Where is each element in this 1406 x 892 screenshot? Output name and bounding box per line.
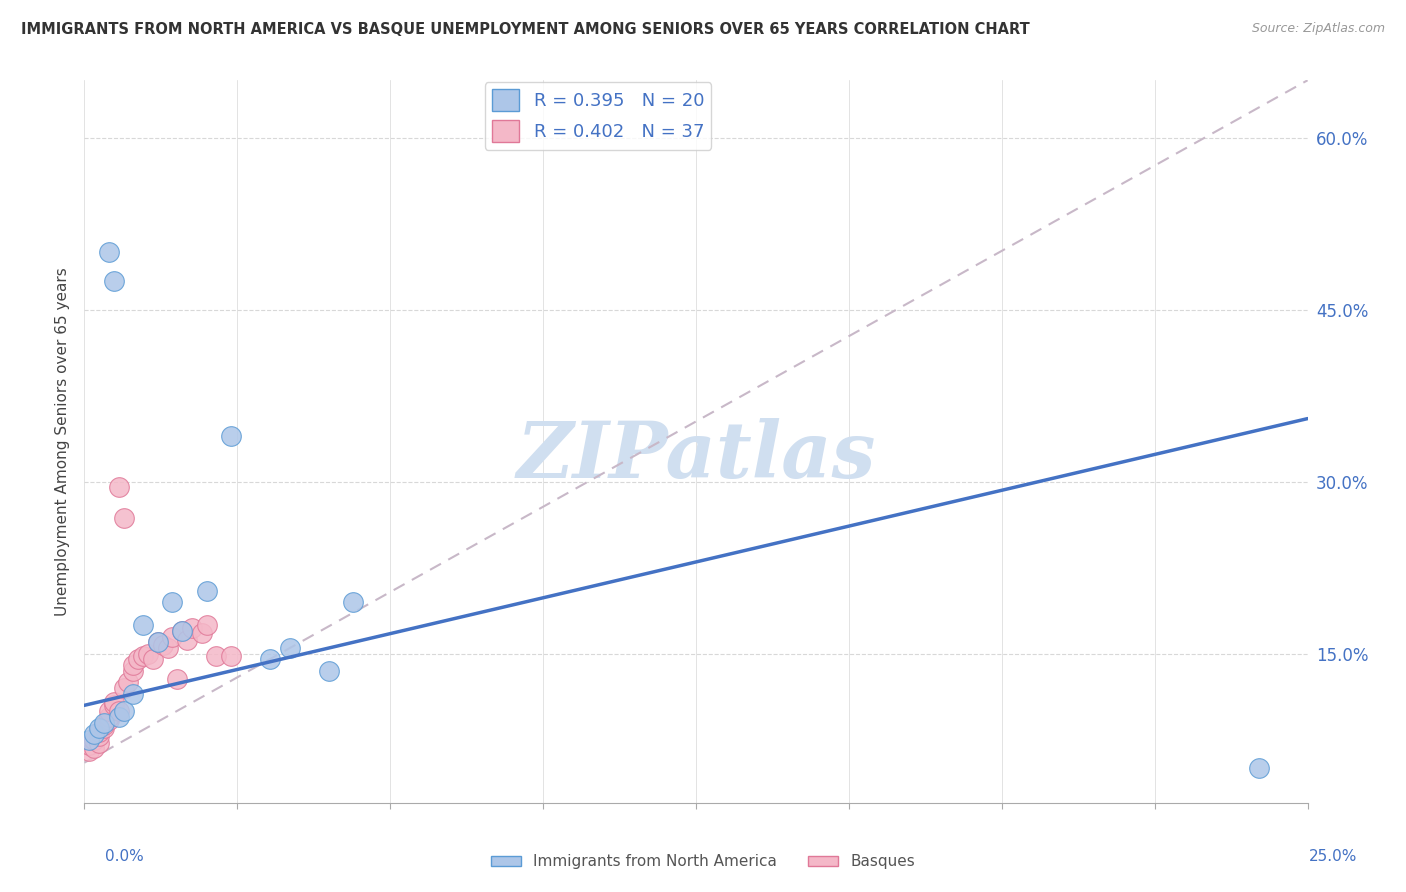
Point [219, 429, 242, 443]
Legend: R = 0.395   N = 20, R = 0.402   N = 37: R = 0.395 N = 20, R = 0.402 N = 37 [485, 82, 711, 150]
Point [172, 624, 194, 638]
Point [181, 622, 204, 636]
Point [103, 698, 125, 713]
Point [176, 632, 198, 647]
Point [112, 511, 135, 525]
Point [122, 687, 145, 701]
Point [83, 727, 105, 741]
Point [152, 638, 174, 652]
Point [136, 647, 159, 661]
Point [83, 740, 105, 755]
Point [195, 618, 218, 632]
Point [87, 736, 110, 750]
Point [93, 721, 115, 735]
Point [97, 245, 120, 260]
Point [97, 710, 120, 724]
Point [117, 675, 139, 690]
Point [87, 724, 110, 739]
Point [318, 664, 340, 678]
Point [122, 664, 145, 678]
Point [132, 648, 155, 663]
Point [77, 732, 100, 747]
Point [162, 595, 184, 609]
Point [146, 635, 169, 649]
Point [77, 744, 100, 758]
Point [1247, 761, 1270, 775]
Point [127, 652, 149, 666]
Point [87, 721, 110, 735]
Point [107, 704, 129, 718]
Point [122, 658, 145, 673]
Point [191, 626, 214, 640]
Point [162, 630, 184, 644]
Point [107, 480, 129, 494]
Y-axis label: Unemployment Among Seniors over 65 years: Unemployment Among Seniors over 65 years [55, 268, 70, 615]
Point [97, 713, 120, 727]
Legend: Immigrants from North America, Basques: Immigrants from North America, Basques [485, 848, 921, 875]
Point [97, 704, 120, 718]
Point [278, 640, 301, 655]
Point [259, 652, 281, 666]
Point [103, 695, 125, 709]
Point [132, 618, 155, 632]
Point [112, 681, 135, 695]
Point [219, 648, 242, 663]
Point [93, 718, 115, 732]
Text: Source: ZipAtlas.com: Source: ZipAtlas.com [1251, 22, 1385, 36]
Point [142, 652, 165, 666]
Text: 25.0%: 25.0% [1309, 849, 1357, 864]
Point [93, 715, 115, 730]
Point [103, 274, 125, 288]
Point [166, 672, 188, 686]
Point [342, 595, 364, 609]
Point [112, 704, 135, 718]
Text: 0.0%: 0.0% [105, 849, 145, 864]
Text: IMMIGRANTS FROM NORTH AMERICA VS BASQUE UNEMPLOYMENT AMONG SENIORS OVER 65 YEARS: IMMIGRANTS FROM NORTH AMERICA VS BASQUE … [21, 22, 1029, 37]
Point [107, 710, 129, 724]
Point [146, 635, 169, 649]
Point [195, 583, 218, 598]
Point [83, 732, 105, 747]
Point [172, 624, 194, 638]
Point [205, 648, 228, 663]
Text: ZIPatlas: ZIPatlas [516, 417, 876, 494]
Point [87, 729, 110, 743]
Point [156, 640, 179, 655]
Point [77, 739, 100, 753]
